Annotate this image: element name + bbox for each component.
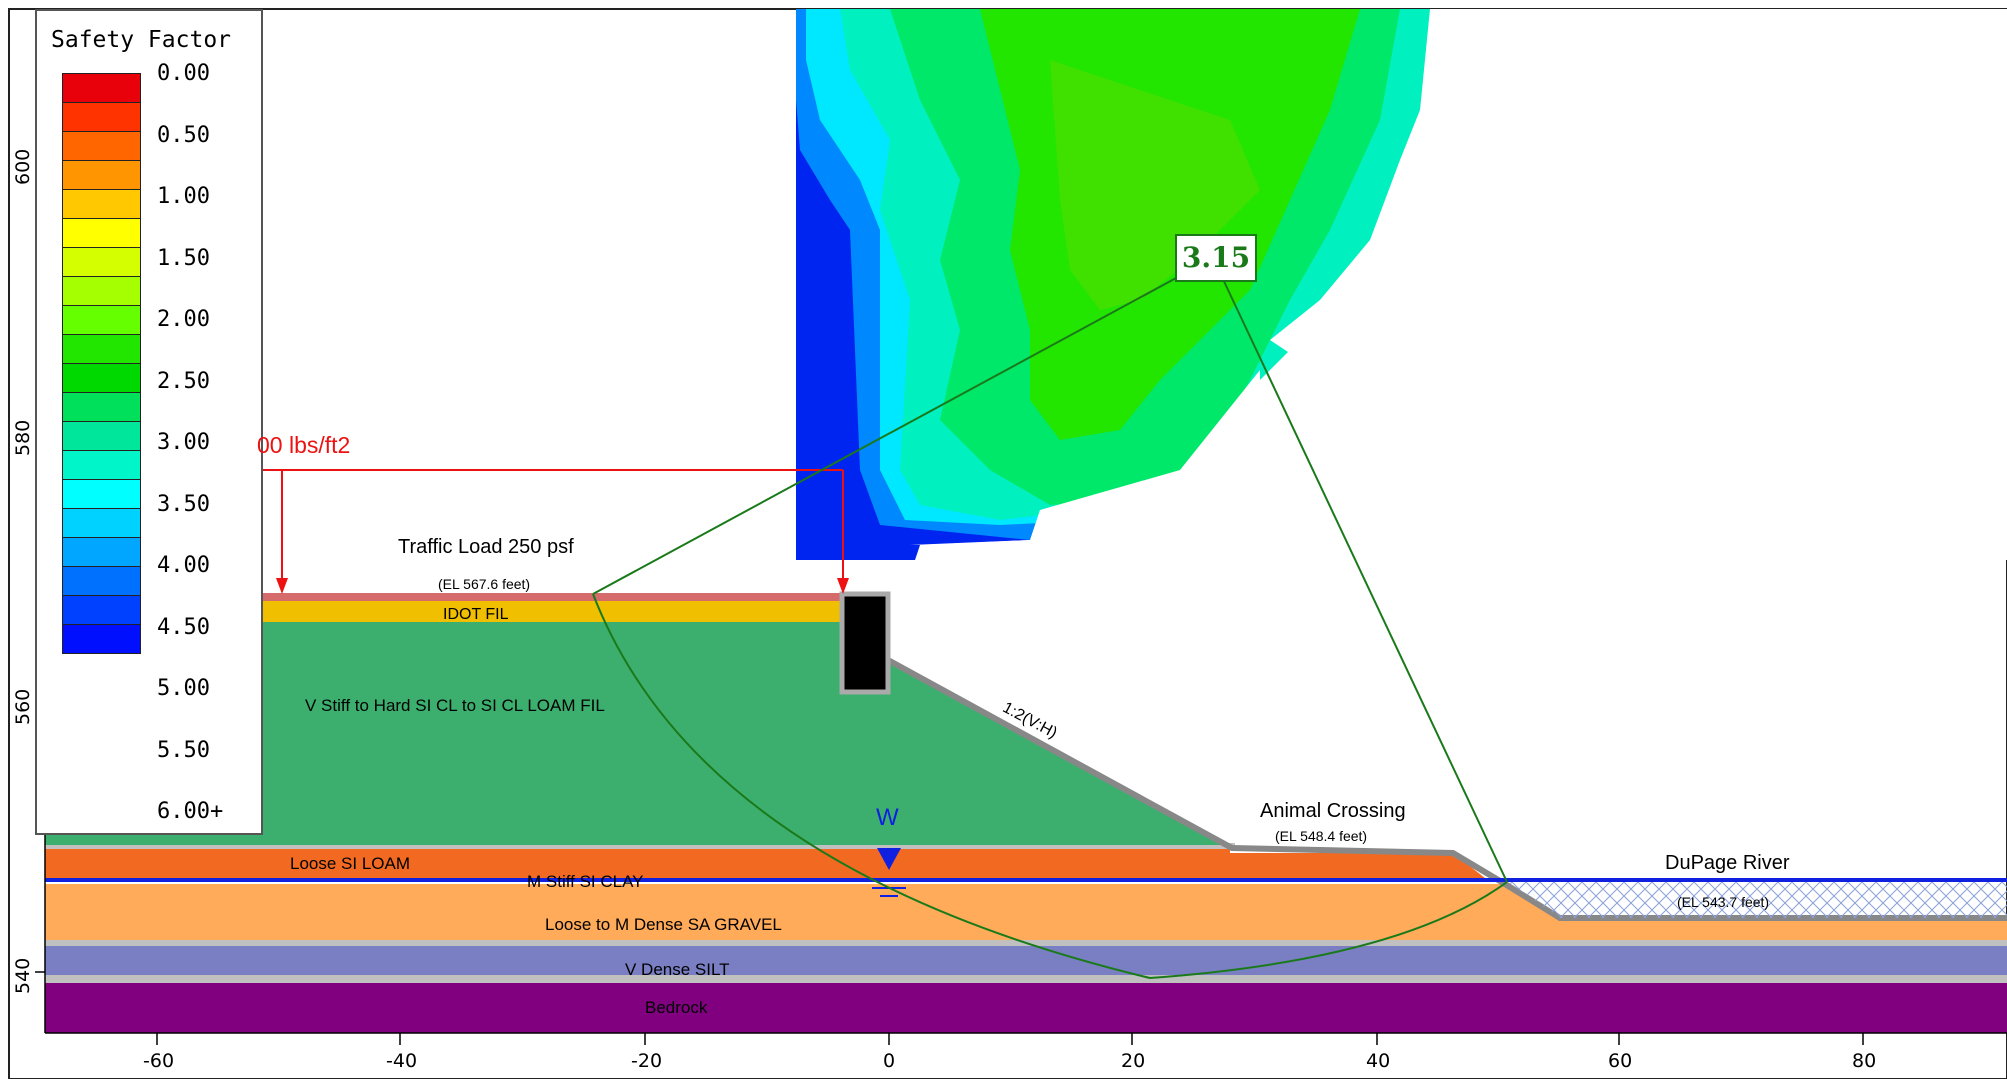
contour-white-lower bbox=[910, 370, 1260, 545]
legend-value-label: 5.00 bbox=[157, 676, 210, 701]
legend-value-label: 6.00+ bbox=[157, 799, 224, 824]
legend-swatch bbox=[62, 508, 141, 538]
vstiff-label: V Stiff to Hard SI CL to SI CL LOAM FIL bbox=[305, 696, 605, 715]
legend-swatch bbox=[62, 73, 141, 103]
water-marker-label: W bbox=[876, 804, 899, 831]
legend-swatch bbox=[62, 566, 141, 596]
legend-value-label: 4.00 bbox=[157, 553, 210, 578]
retaining-wall bbox=[839, 591, 891, 695]
y-tick-label: 540 bbox=[12, 957, 34, 994]
x-tick-label: 80 bbox=[1852, 1050, 1877, 1072]
y-tick-label: 600 bbox=[12, 148, 34, 185]
x-tick-label: 20 bbox=[1121, 1050, 1146, 1072]
legend-value-label: 3.00 bbox=[157, 430, 210, 455]
legend-color-scale bbox=[62, 73, 141, 654]
x-axis bbox=[45, 1032, 2007, 1045]
dense-silt-label: V Dense SILT bbox=[625, 960, 730, 979]
minimum-safety-factor-box[interactable]: 3.15 bbox=[1175, 234, 1257, 282]
y-tick-label: 580 bbox=[12, 419, 34, 456]
traffic-load-label: Traffic Load 250 psf bbox=[398, 536, 574, 558]
legend-swatch bbox=[62, 392, 141, 422]
elevation-river-label: (EL 543.7 feet) bbox=[1677, 894, 1770, 910]
m-stiff-clay-label: M Stiff SI CLAY bbox=[527, 872, 644, 891]
legend-swatch bbox=[62, 624, 141, 654]
layer-bedrock bbox=[45, 983, 2007, 1033]
critical-slip-surface bbox=[592, 257, 1508, 980]
legend-swatch bbox=[62, 276, 141, 306]
river-water bbox=[1505, 880, 2007, 918]
x-tick-label: -60 bbox=[143, 1050, 175, 1072]
legend-swatch bbox=[62, 305, 141, 335]
legend-swatch bbox=[62, 334, 141, 364]
idot-fill-label: IDOT FIL bbox=[443, 606, 509, 623]
legend-value-label: 0.00 bbox=[157, 61, 210, 86]
elevation-top-label: (EL 567.6 feet) bbox=[438, 576, 531, 592]
legend-swatch bbox=[62, 450, 141, 480]
dupage-river-label: DuPage River bbox=[1665, 852, 1790, 874]
x-tick-label: 60 bbox=[1608, 1050, 1633, 1072]
contour-white-cutout bbox=[1260, 9, 2007, 560]
legend-value-label: 4.50 bbox=[157, 614, 210, 640]
legend-swatch bbox=[62, 160, 141, 190]
legend-value-label: 1.00 bbox=[157, 184, 210, 209]
gravel-label: Loose to M Dense SA GRAVEL bbox=[545, 915, 782, 934]
legend-value-label: 0.50 bbox=[157, 122, 210, 148]
legend-value-label: 3.50 bbox=[157, 491, 210, 517]
legend-swatch bbox=[62, 363, 141, 393]
layer-dense-silt bbox=[45, 945, 2007, 975]
legend-value-label: 2.50 bbox=[157, 368, 210, 394]
legend-swatch bbox=[62, 421, 141, 451]
x-tick-label: 40 bbox=[1366, 1050, 1391, 1072]
legend-swatch bbox=[62, 189, 141, 219]
loose-loam-label: Loose SI LOAM bbox=[290, 854, 411, 873]
legend-swatch bbox=[62, 247, 141, 277]
legend-value-label: 2.00 bbox=[157, 307, 210, 332]
elevation-animal-label: (EL 548.4 feet) bbox=[1275, 828, 1368, 844]
y-tick-label: 560 bbox=[12, 688, 34, 725]
x-tick-label: 0 bbox=[883, 1050, 896, 1072]
legend-value-label: 1.50 bbox=[157, 245, 210, 271]
animal-crossing-label: Animal Crossing bbox=[1260, 800, 1406, 822]
legend-swatch bbox=[62, 102, 141, 132]
legend-swatch bbox=[62, 595, 141, 625]
legend-title: Safety Factor bbox=[51, 27, 232, 53]
layer-gravel bbox=[45, 884, 2007, 940]
legend-swatch bbox=[62, 131, 141, 161]
layer-loose-loam bbox=[45, 848, 1485, 878]
x-tick-label: -40 bbox=[386, 1050, 418, 1072]
legend-value-label: 5.50 bbox=[157, 737, 210, 763]
x-tick-label: -20 bbox=[631, 1050, 663, 1072]
legend-swatch bbox=[62, 218, 141, 248]
contour-lime bbox=[1050, 60, 1260, 310]
soil-profile bbox=[45, 591, 2007, 1033]
layer-vstiff-fill bbox=[45, 622, 1232, 845]
bedrock-label: Bedrock bbox=[645, 998, 708, 1017]
legend-swatch bbox=[62, 479, 141, 509]
surcharge-load bbox=[263, 469, 849, 594]
safety-factor-contours bbox=[796, 9, 2007, 560]
load-label: 00 lbs/ft2 bbox=[257, 432, 351, 458]
safety-factor-legend: Safety Factor 0.00 0.50 1.00 1.50 2.00 2.50 3.… bbox=[35, 9, 263, 835]
legend-swatch bbox=[62, 537, 141, 567]
